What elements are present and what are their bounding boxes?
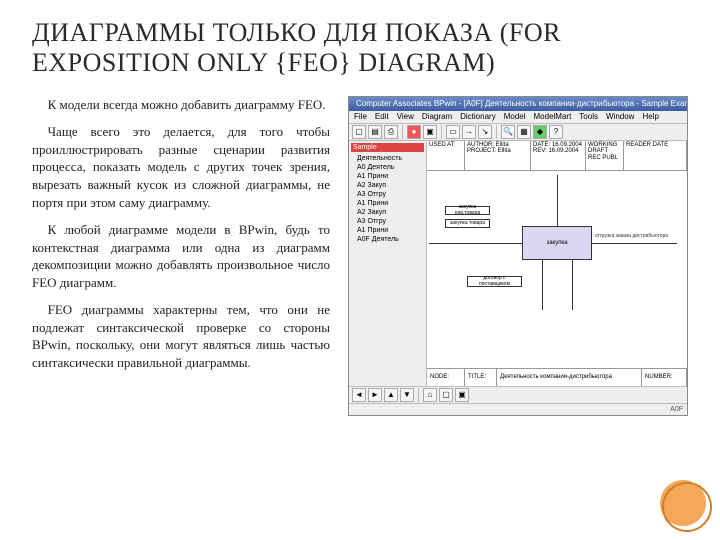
menu-item[interactable]: ModelMart [534, 112, 572, 121]
tool-icon[interactable]: ↘ [478, 125, 492, 139]
tree-item[interactable]: A2 Закуп [351, 208, 424, 217]
status-text: A0F [670, 406, 683, 413]
menu-item[interactable]: View [397, 112, 414, 121]
arrow-line [429, 243, 522, 244]
arrow-line [572, 260, 573, 310]
hdr-cell: AUTHOR: Ellita PROJECT: Ellita [465, 141, 531, 170]
ftr-cell: NUMBER: [642, 369, 687, 386]
idef0-header: USED AT: AUTHOR: Ellita PROJECT: Ellita … [427, 141, 687, 171]
paragraph: FEO диаграммы характерны тем, что они не… [32, 301, 330, 371]
tree-item[interactable]: A3 Отгру [351, 190, 424, 199]
window-titlebar: Computer Associates BPwin - [A0F] Деятел… [349, 97, 687, 111]
arrow-line [557, 175, 558, 226]
slide-title: ДИАГРАММЫ ТОЛЬКО ДЛЯ ПОКАЗА (FOR EXPOSIT… [32, 18, 688, 78]
nav-icon[interactable]: ▲ [384, 388, 398, 402]
open-icon[interactable]: ▢ [352, 125, 366, 139]
nav-icon[interactable]: ▼ [400, 388, 414, 402]
tree-item[interactable]: A2 Закуп [351, 181, 424, 190]
action-icon[interactable]: ● [407, 125, 421, 139]
tree-item[interactable]: Деятельность [351, 154, 424, 163]
screenshot-column: Computer Associates BPwin - [A0F] Деятел… [348, 96, 688, 416]
menu-item[interactable]: Dictionary [460, 112, 496, 121]
tool-icon[interactable]: ▢ [439, 388, 453, 402]
decorative-circle [660, 480, 706, 526]
model-explorer: Sample Деятельность A0 Деятель A1 Прини … [349, 141, 427, 386]
ftr-cell: TITLE: [465, 369, 497, 386]
tool-icon[interactable]: ? [549, 125, 563, 139]
paragraph: Чаще всего это делается, для того чтобы … [32, 123, 330, 211]
menu-item[interactable]: Diagram [422, 112, 452, 121]
nav-icon[interactable]: ► [368, 388, 382, 402]
box-main[interactable]: закупка [522, 226, 592, 260]
ftr-cell: Деятельность компании-дистрибьютора [497, 369, 642, 386]
idef0-footer: NODE: TITLE: Деятельность компании-дистр… [427, 368, 687, 386]
nav-icon[interactable]: ◄ [352, 388, 366, 402]
box-small[interactable]: договор с поставщиком [467, 276, 522, 287]
separator [496, 125, 497, 139]
box-small[interactable]: закупка нов.товара [445, 206, 490, 215]
tool-icon[interactable]: ▦ [517, 125, 531, 139]
bpwin-window: Computer Associates BPwin - [A0F] Деятел… [348, 96, 688, 416]
menu-item[interactable]: Model [504, 112, 526, 121]
menu-item[interactable]: Help [642, 112, 658, 121]
box-small[interactable]: закупка товара [445, 219, 490, 228]
arrow-line [542, 260, 543, 310]
menu-item[interactable]: Edit [375, 112, 389, 121]
hdr-cell: USED AT: [427, 141, 465, 170]
tree-item[interactable]: A3 Отгру [351, 217, 424, 226]
tree-item[interactable]: A1 Прини [351, 199, 424, 208]
hdr-cell: WORKING DRAFT REC PUBL [586, 141, 624, 170]
separator [441, 125, 442, 139]
arrow-line [592, 243, 677, 244]
toolbar-bottom: ◄ ► ▲ ▼ ⌂ ▢ ▣ [349, 386, 687, 403]
arrow-label: отгрузка заказа дистрибьютора [595, 233, 668, 239]
print-icon[interactable]: ⎙ [384, 125, 398, 139]
separator [418, 388, 419, 402]
hdr-cell: READER DATE [624, 141, 687, 170]
save-icon[interactable]: ▤ [368, 125, 382, 139]
tool-icon[interactable]: ⌂ [423, 388, 437, 402]
ftr-cell: NODE: [427, 369, 465, 386]
menu-item[interactable]: Tools [579, 112, 598, 121]
separator [402, 125, 403, 139]
tool-icon[interactable]: ▭ [446, 125, 460, 139]
tool-icon[interactable]: ▣ [455, 388, 469, 402]
content-row: К модели всегда можно добавить диаграмму… [32, 96, 688, 416]
tool-icon[interactable]: → [462, 125, 476, 139]
tree-item[interactable]: A1 Прини [351, 226, 424, 235]
window-body: Sample Деятельность A0 Деятель A1 Прини … [349, 141, 687, 386]
model-tree: Деятельность A0 Деятель A1 Прини A2 Заку… [351, 154, 424, 244]
action-icon[interactable]: ▣ [423, 125, 437, 139]
paragraph: К модели всегда можно добавить диаграмму… [32, 96, 330, 114]
menu-item[interactable]: Window [606, 112, 634, 121]
paragraph: К любой диаграмме модели в BPwin, будь т… [32, 221, 330, 291]
tree-item[interactable]: A0F Деятель [351, 235, 424, 244]
diagram-canvas[interactable]: USED AT: AUTHOR: Ellita PROJECT: Ellita … [427, 141, 687, 386]
zoom-icon[interactable]: 🔍 [501, 125, 515, 139]
slide: ДИАГРАММЫ ТОЛЬКО ДЛЯ ПОКАЗА (FOR EXPOSIT… [0, 0, 720, 540]
statusbar: A0F [349, 403, 687, 415]
menubar: File Edit View Diagram Dictionary Model … [349, 111, 687, 124]
menu-item[interactable]: File [354, 112, 367, 121]
window-title-text: Computer Associates BPwin - [A0F] Деятел… [356, 99, 687, 108]
explorer-header: Sample [351, 143, 424, 152]
hdr-cell: DATE: 16.09.2004 REV: 16.09.2004 [531, 141, 586, 170]
tree-item[interactable]: A1 Прини [351, 172, 424, 181]
tree-item[interactable]: A0 Деятель [351, 163, 424, 172]
diagram-area[interactable]: закупка нов.товара закупка товара закупк… [427, 171, 687, 368]
text-column: К модели всегда можно добавить диаграмму… [32, 96, 330, 416]
toolbar-top: ▢ ▤ ⎙ ● ▣ ▭ → ↘ 🔍 ▦ ◆ ? [349, 124, 687, 141]
tool-icon[interactable]: ◆ [533, 125, 547, 139]
